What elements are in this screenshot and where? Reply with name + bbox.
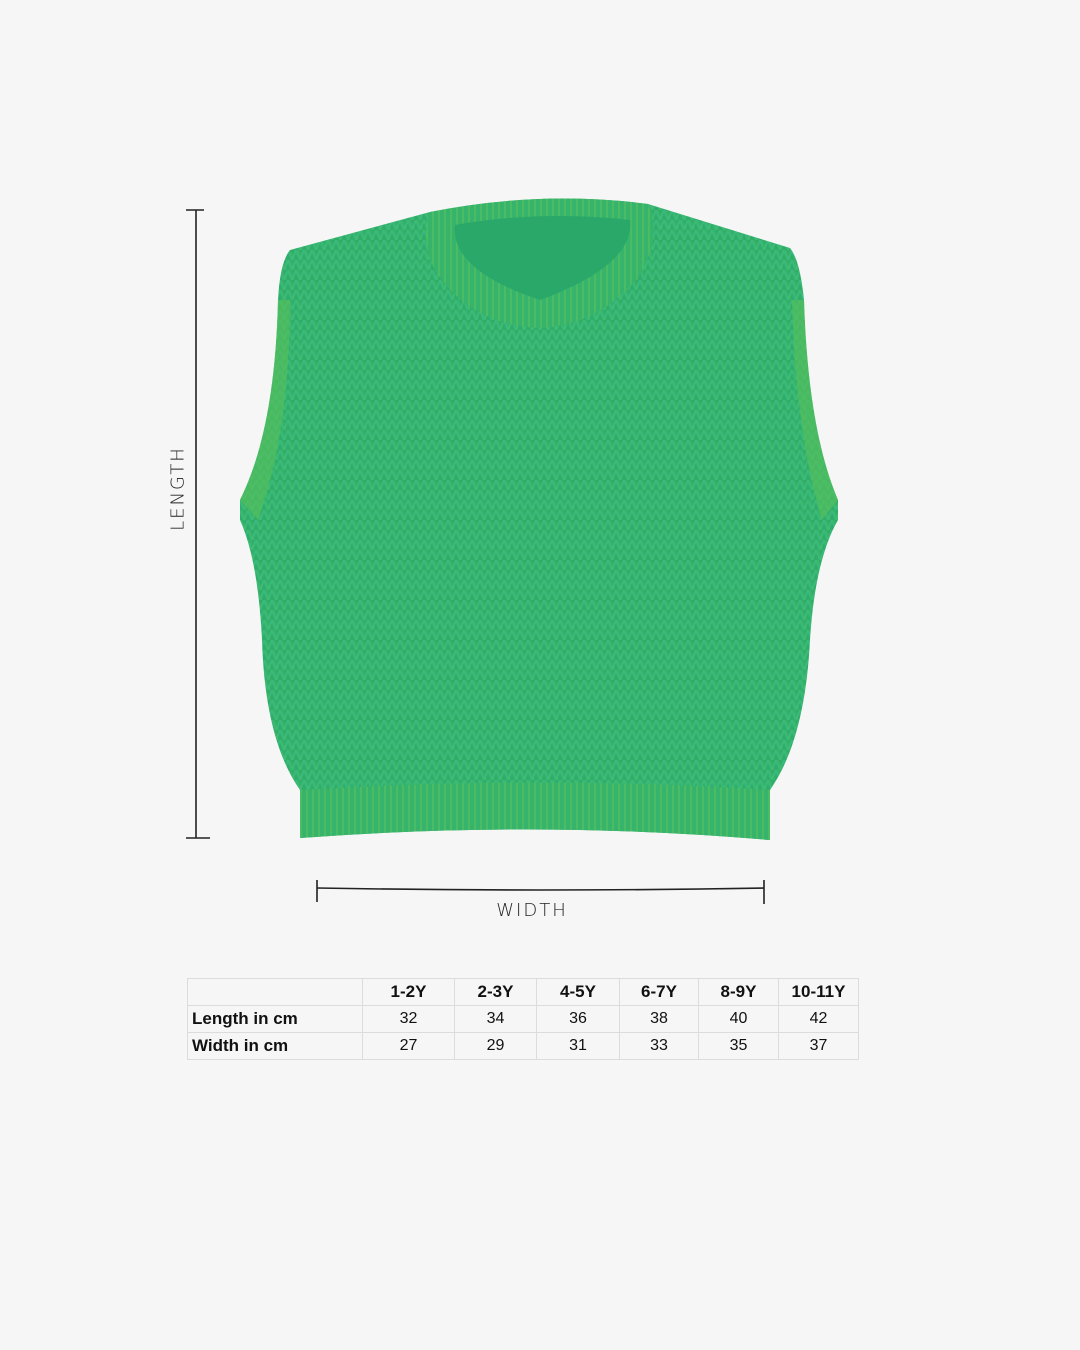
length-label: LENGTH [167, 446, 189, 531]
table-cell: 33 [619, 1032, 699, 1060]
header-cell: 10-11Y [778, 978, 859, 1006]
header-cell: 6-7Y [619, 978, 699, 1006]
row-label: Width in cm [187, 1032, 363, 1060]
table-cell: 35 [698, 1032, 779, 1060]
table-header-row: 1-2Y 2-3Y 4-5Y 6-7Y 8-9Y 10-11Y [187, 978, 859, 1006]
table-cell: 27 [362, 1032, 455, 1060]
width-label: WIDTH [496, 900, 568, 921]
length-measure-line [186, 209, 210, 839]
header-cell [187, 978, 363, 1006]
sweater-vest-image [240, 198, 838, 841]
table-row: Width in cm 27 29 31 33 35 37 [187, 1032, 859, 1060]
width-measure-line [316, 880, 765, 904]
header-cell: 2-3Y [454, 978, 537, 1006]
table-cell: 32 [362, 1005, 455, 1033]
table-row: Length in cm 32 34 36 38 40 42 [187, 1005, 859, 1033]
vest-body [240, 198, 838, 841]
table-cell: 38 [619, 1005, 699, 1033]
header-cell: 1-2Y [362, 978, 455, 1006]
hem-rib [300, 782, 770, 840]
table-cell: 29 [454, 1032, 537, 1060]
header-cell: 8-9Y [698, 978, 779, 1006]
row-label: Length in cm [187, 1005, 363, 1033]
table-cell: 37 [778, 1032, 859, 1060]
table-cell: 31 [536, 1032, 620, 1060]
header-cell: 4-5Y [536, 978, 620, 1006]
size-table: 1-2Y 2-3Y 4-5Y 6-7Y 8-9Y 10-11Y Length i… [187, 978, 859, 1060]
table-cell: 42 [778, 1005, 859, 1033]
table-cell: 34 [454, 1005, 537, 1033]
table-cell: 36 [536, 1005, 620, 1033]
table-cell: 40 [698, 1005, 779, 1033]
